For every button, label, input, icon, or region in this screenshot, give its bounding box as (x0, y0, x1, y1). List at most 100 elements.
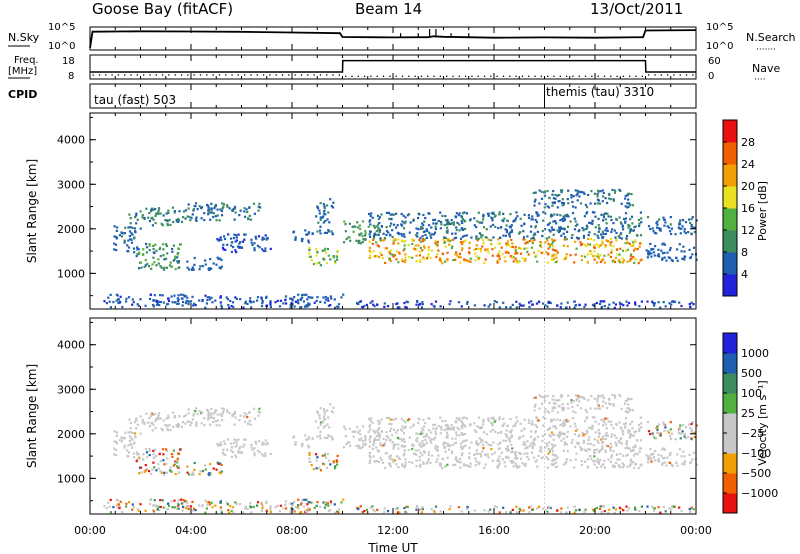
power-cell (419, 227, 423, 230)
velocity-cell (140, 471, 143, 474)
power-cell (574, 253, 577, 256)
power-cell (457, 301, 460, 304)
power-cell (477, 237, 480, 240)
velocity-cell (243, 443, 246, 446)
velocity-cell (475, 449, 478, 452)
velocity-cell (370, 417, 373, 420)
power-cell (432, 222, 435, 225)
nave-tick-top: 60 (708, 56, 721, 67)
nave-dot (117, 74, 120, 76)
velocity-cell (533, 405, 536, 408)
velocity-cell (632, 454, 636, 457)
power-cell (497, 238, 500, 241)
power-cell (597, 217, 600, 220)
velocity-cell (405, 505, 408, 508)
power-cell (337, 306, 340, 309)
power-cell (602, 258, 605, 261)
velocity-cell (364, 443, 367, 446)
velocity-cell (592, 444, 595, 447)
velocity-cell (261, 441, 264, 444)
velocity-cell (559, 431, 562, 434)
velocity-cell (522, 509, 525, 512)
power-cell (121, 305, 124, 309)
power-cell (220, 306, 223, 309)
power-cell (468, 241, 471, 244)
power-cell (161, 224, 164, 227)
velocity-cell (377, 431, 380, 434)
velocity-cell (650, 460, 653, 463)
power-cell (655, 222, 658, 225)
velocity-cell (514, 451, 517, 454)
power-cell (120, 235, 124, 238)
velocity-cell (502, 439, 505, 442)
power-cell (676, 259, 679, 262)
velocity-cell (537, 454, 540, 457)
power-cell (680, 227, 683, 230)
power-cell (451, 232, 454, 235)
power-cell (194, 205, 197, 208)
velocity-cell (112, 506, 115, 509)
velocity-cell (319, 469, 322, 472)
velocity-cell (326, 409, 329, 412)
power-cell (531, 215, 534, 218)
power-cell (342, 241, 346, 244)
velocity-cell (404, 458, 407, 461)
power-cell (598, 226, 601, 229)
power-cell (533, 251, 536, 254)
power-cell (320, 216, 323, 219)
power-cell (546, 223, 549, 226)
power-cell (269, 305, 272, 308)
power-cell (482, 226, 486, 229)
nave-dot (275, 74, 277, 76)
power-cell (475, 235, 478, 238)
power-cell (425, 228, 428, 231)
velocity-cell (647, 430, 651, 433)
power-cell (498, 211, 501, 214)
velocity-cell (294, 505, 297, 508)
power-cell (559, 306, 562, 309)
power-cell (195, 216, 198, 219)
velocity-cell (573, 466, 576, 469)
power-cell (176, 302, 179, 306)
velocity-cell (648, 456, 651, 459)
power-cell (182, 210, 186, 213)
nave-dot (218, 74, 221, 76)
power-cell (236, 245, 240, 248)
power-cell (188, 215, 191, 219)
velocity-cell (172, 449, 175, 452)
velocity-cell (171, 411, 175, 414)
power-cell (403, 222, 406, 225)
velocity-cell (576, 428, 579, 431)
power-cell (563, 217, 566, 220)
velocity-cell (492, 441, 495, 444)
power-cell (401, 224, 404, 227)
power-cell (573, 300, 576, 303)
velocity-cell (680, 455, 683, 458)
power-cell (608, 303, 611, 306)
velocity-cell (545, 442, 548, 445)
power-cell (416, 300, 419, 303)
velocity-cell (597, 462, 600, 465)
velocity-cell (173, 416, 176, 419)
velocity-cell (653, 459, 656, 462)
velocity-cell (425, 433, 428, 436)
power-cell (262, 249, 265, 252)
power-cell (212, 215, 215, 219)
velocity-cell (615, 422, 618, 426)
velocity-cell (629, 409, 632, 412)
velocity-cell (422, 418, 425, 422)
velocity-cell (610, 456, 613, 459)
power-cell (657, 227, 660, 230)
velocity-cell (646, 505, 649, 508)
velocity-cell (499, 441, 502, 444)
power-colorbar-tick-label: 12 (741, 224, 755, 237)
power-cell (157, 258, 160, 261)
power-cell (115, 229, 118, 232)
power-cell (530, 300, 533, 303)
power-cell (562, 258, 565, 261)
power-cell (657, 218, 661, 221)
velocity-cell (432, 423, 435, 427)
velocity-cell (195, 421, 198, 424)
power-cell (387, 211, 391, 214)
power-cell (577, 237, 580, 240)
